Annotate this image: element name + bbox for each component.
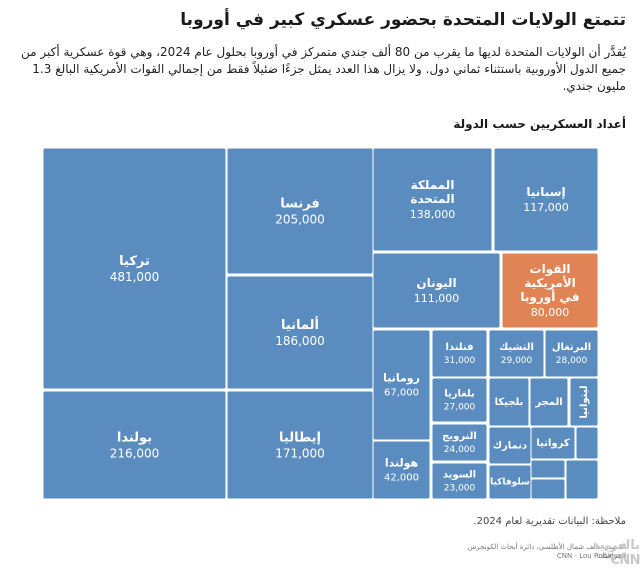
tile-label: الأمريكية xyxy=(524,275,576,290)
tile-label: تركيا xyxy=(119,254,150,269)
tile-value: 24,000 xyxy=(444,445,476,455)
tile-value: 27,000 xyxy=(444,403,476,413)
tile-label: النرويج xyxy=(442,431,477,442)
tile-label: اليونان xyxy=(416,276,456,291)
treemap-tile xyxy=(431,377,488,423)
treemap-tile xyxy=(431,462,488,500)
treemap-tile xyxy=(569,377,599,427)
tile-label: القوات xyxy=(530,262,571,277)
treemap-tile xyxy=(42,390,227,500)
chart-title: تتمتع الولايات المتحدة بحضور عسكري كبير … xyxy=(180,10,626,30)
tile-label: رومانيا xyxy=(383,372,420,385)
graphic-credit: CNN - Lou Robinson xyxy=(556,552,626,560)
tile-label: التشيك xyxy=(499,342,534,353)
treemap-tile xyxy=(372,252,501,329)
tile-value: 111,000 xyxy=(414,292,460,305)
treemap-tile xyxy=(431,329,488,378)
tile-value: 29,000 xyxy=(501,356,533,366)
tile-label: دنمارك xyxy=(493,441,527,452)
tile-label: ليتوانيا xyxy=(579,385,590,418)
treemap-tile xyxy=(544,329,599,378)
treemap-tile xyxy=(488,377,530,427)
tile-value: 481,000 xyxy=(110,270,160,284)
treemap-tile xyxy=(565,459,599,500)
tile-label: فرنسا xyxy=(280,197,320,212)
footnote: ملاحظة: البيانات تقديرية لعام 2024. xyxy=(473,516,626,527)
tile-label: في أوروبا xyxy=(520,289,579,305)
tile-value: 117,000 xyxy=(523,201,569,214)
treemap-tile xyxy=(372,440,431,500)
treemap-tile xyxy=(372,329,431,441)
tile-value: 42,000 xyxy=(384,473,419,484)
chart-heading: أعداد العسكريين حسب الدولة xyxy=(453,117,626,131)
treemap-tile xyxy=(501,252,599,329)
source-line: المصدر: حلف شمال الأطلسي، دائرة أبحاث ال… xyxy=(426,543,626,561)
treemap-tile xyxy=(530,426,576,460)
cnn-arabic-logo: بالعربية CNN xyxy=(591,538,640,568)
tile-value: 28,000 xyxy=(556,356,588,366)
tile-label: بولندا xyxy=(117,431,152,446)
tile-label: ألمانيا xyxy=(281,316,319,333)
tile-label: إسبانيا xyxy=(526,185,565,199)
tile-label: البرتغال xyxy=(552,342,591,353)
treemap-tile xyxy=(575,426,599,460)
treemap-tile xyxy=(530,459,566,479)
treemap-tile xyxy=(529,377,569,427)
tile-label: بلجيكا xyxy=(495,397,524,408)
treemap-tile xyxy=(530,478,566,500)
tile-label: فنلندا xyxy=(446,342,474,353)
tile-label: المجر xyxy=(534,397,562,408)
tile-value: 205,000 xyxy=(275,213,325,227)
treemap-tile xyxy=(431,423,488,462)
tile-label: المتحدة xyxy=(410,192,454,206)
tile-label: إيطاليا xyxy=(279,431,321,446)
treemap-tile xyxy=(493,147,599,252)
tile-value: 67,000 xyxy=(384,388,419,399)
tile-value: 80,000 xyxy=(531,306,570,319)
treemap-tile xyxy=(42,147,227,390)
tile-label: هولندا xyxy=(385,457,418,470)
tile-value: 216,000 xyxy=(110,447,160,461)
tile-label: سلوفاكيا xyxy=(490,478,530,488)
tile-label: كرواتيا xyxy=(536,438,569,449)
treemap-tile xyxy=(372,147,493,252)
chart-subtitle: يُقدَّر أن الولايات المتحدة لديها ما يقر… xyxy=(21,45,626,93)
source-text: المصدر: حلف شمال الأطلسي، دائرة أبحاث ال… xyxy=(467,543,626,551)
tile-value: 138,000 xyxy=(410,208,456,221)
tile-label: المملكة xyxy=(411,178,455,192)
tile-value: 23,000 xyxy=(444,484,476,494)
tile-label: السويد xyxy=(443,470,476,481)
tile-value: 186,000 xyxy=(275,334,325,348)
tile-value: 31,000 xyxy=(444,356,476,366)
tile-value: 171,000 xyxy=(275,447,325,461)
graphic-label: الجرافيك: xyxy=(597,552,626,560)
tile-label: بلغاريا xyxy=(444,389,475,400)
treemap-tile xyxy=(488,329,545,378)
